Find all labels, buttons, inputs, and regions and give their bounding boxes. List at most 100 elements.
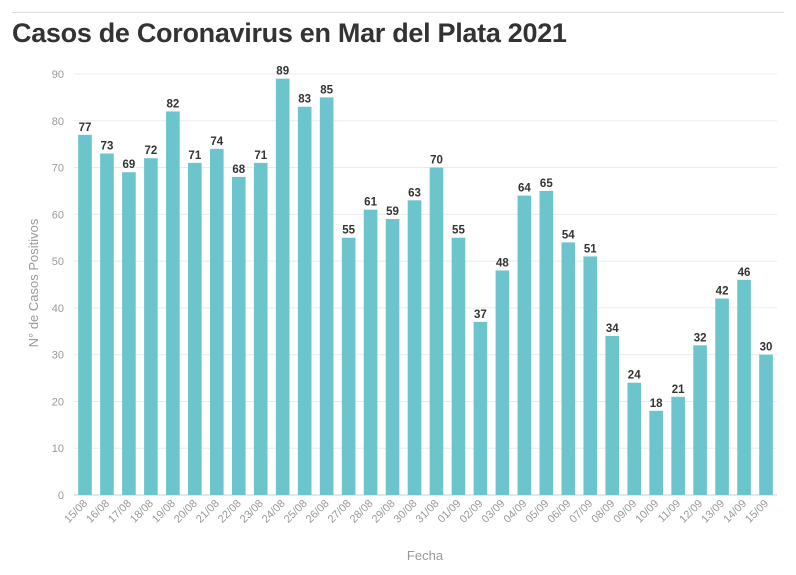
x-tick-label: 18/08 <box>128 498 156 526</box>
y-tick-label: 80 <box>52 116 64 128</box>
x-tick-label: 19/08 <box>150 498 178 526</box>
x-tick-label: 31/08 <box>414 498 442 526</box>
x-tick-label: 15/08 <box>62 498 90 526</box>
x-tick-label: 21/08 <box>194 498 222 526</box>
x-tick-label: 22/08 <box>216 498 244 526</box>
bar <box>627 382 642 495</box>
x-tick-label: 27/08 <box>326 498 354 526</box>
data-label: 42 <box>716 286 729 298</box>
data-label: 34 <box>606 323 619 335</box>
data-label: 82 <box>166 98 179 110</box>
data-labels: 77 73 69 72 82 71 74 68 71 89 83 85 55 61 59 63 70 55 37 48… <box>79 66 773 410</box>
bar <box>319 97 334 495</box>
x-tick-label: 07/09 <box>567 498 595 526</box>
data-label: 21 <box>672 384 685 396</box>
y-tick-label: 50 <box>52 256 64 268</box>
data-label: 55 <box>452 225 465 237</box>
x-tick-label: 05/09 <box>523 498 551 526</box>
bar <box>649 410 663 495</box>
bar <box>253 162 268 495</box>
bar <box>693 345 707 495</box>
bar <box>297 106 312 495</box>
y-tick-label: 60 <box>52 209 64 221</box>
y-tick-label: 30 <box>52 350 64 362</box>
data-label: 61 <box>364 197 377 209</box>
x-tick-label: 17/08 <box>106 498 134 526</box>
bar <box>122 172 136 495</box>
x-tick-label: 28/08 <box>348 498 376 526</box>
data-label: 89 <box>276 66 289 78</box>
bar <box>759 354 773 495</box>
x-tick-label: 08/09 <box>589 498 617 526</box>
y-tick-label: 40 <box>52 303 64 315</box>
x-tick-label: 04/09 <box>502 498 530 526</box>
x-tick-label: 26/08 <box>304 498 332 526</box>
x-tick-label: 29/08 <box>370 498 398 526</box>
bar <box>209 148 224 495</box>
data-label: 73 <box>101 141 114 153</box>
y-tick-label: 10 <box>52 443 64 455</box>
data-label: 46 <box>738 267 751 279</box>
y-tick-label: 0 <box>58 490 64 502</box>
bar <box>671 396 685 495</box>
x-tick-label: 23/08 <box>238 498 266 526</box>
data-label: 83 <box>298 94 311 106</box>
x-tick-label: 06/09 <box>545 498 573 526</box>
data-label: 64 <box>518 183 531 195</box>
data-label: 59 <box>386 206 399 218</box>
bar <box>473 321 488 495</box>
bar <box>517 195 532 495</box>
data-label: 55 <box>342 225 355 237</box>
bar <box>495 270 510 495</box>
bar <box>100 153 114 495</box>
data-label: 72 <box>144 145 157 157</box>
bar <box>363 209 378 495</box>
x-tick-label: 16/08 <box>84 498 112 526</box>
data-label: 70 <box>430 155 443 167</box>
y-tick-label: 90 <box>52 69 64 81</box>
bars <box>78 78 773 496</box>
y-tick-label: 70 <box>52 163 64 175</box>
bar <box>429 167 444 496</box>
data-label: 85 <box>320 84 333 96</box>
bar <box>275 78 290 495</box>
x-tick-label: 01/09 <box>436 498 464 526</box>
bar <box>144 158 158 495</box>
data-label: 71 <box>254 150 267 162</box>
chart-title: Casos de Coronavirus en Mar del Plata 20… <box>12 18 567 48</box>
bar <box>188 162 202 495</box>
bar <box>737 279 751 495</box>
y-axis-ticks: 0 10 20 30 40 50 60 70 80 90 <box>52 69 64 502</box>
x-tick-label: 20/08 <box>172 498 200 526</box>
x-tick-label: 10/09 <box>633 498 661 526</box>
bar <box>407 200 422 496</box>
bar <box>78 134 92 496</box>
data-label: 24 <box>628 370 641 382</box>
bar <box>605 335 620 495</box>
bar <box>539 190 554 495</box>
y-tick-label: 20 <box>52 396 64 408</box>
data-label: 48 <box>496 257 509 269</box>
bar <box>561 242 576 495</box>
data-label: 71 <box>188 150 201 162</box>
x-tick-label: 30/08 <box>392 498 420 526</box>
data-label: 69 <box>123 159 136 171</box>
data-label: 54 <box>562 229 575 241</box>
data-label: 32 <box>694 332 707 344</box>
data-label: 74 <box>210 136 223 148</box>
x-tick-label: 15/09 <box>743 498 771 526</box>
data-label: 51 <box>584 243 597 255</box>
bar <box>451 237 466 495</box>
bar <box>231 176 246 495</box>
bar <box>715 298 729 495</box>
x-tick-label: 13/09 <box>699 498 727 526</box>
bar <box>385 219 400 495</box>
data-label: 68 <box>232 164 245 176</box>
x-tick-label: 11/09 <box>656 498 683 525</box>
x-tick-label: 24/08 <box>260 498 288 526</box>
x-tick-label: 25/08 <box>282 498 310 526</box>
top-divider <box>12 12 784 13</box>
bar <box>341 237 356 495</box>
x-tick-label: 12/09 <box>677 498 705 526</box>
